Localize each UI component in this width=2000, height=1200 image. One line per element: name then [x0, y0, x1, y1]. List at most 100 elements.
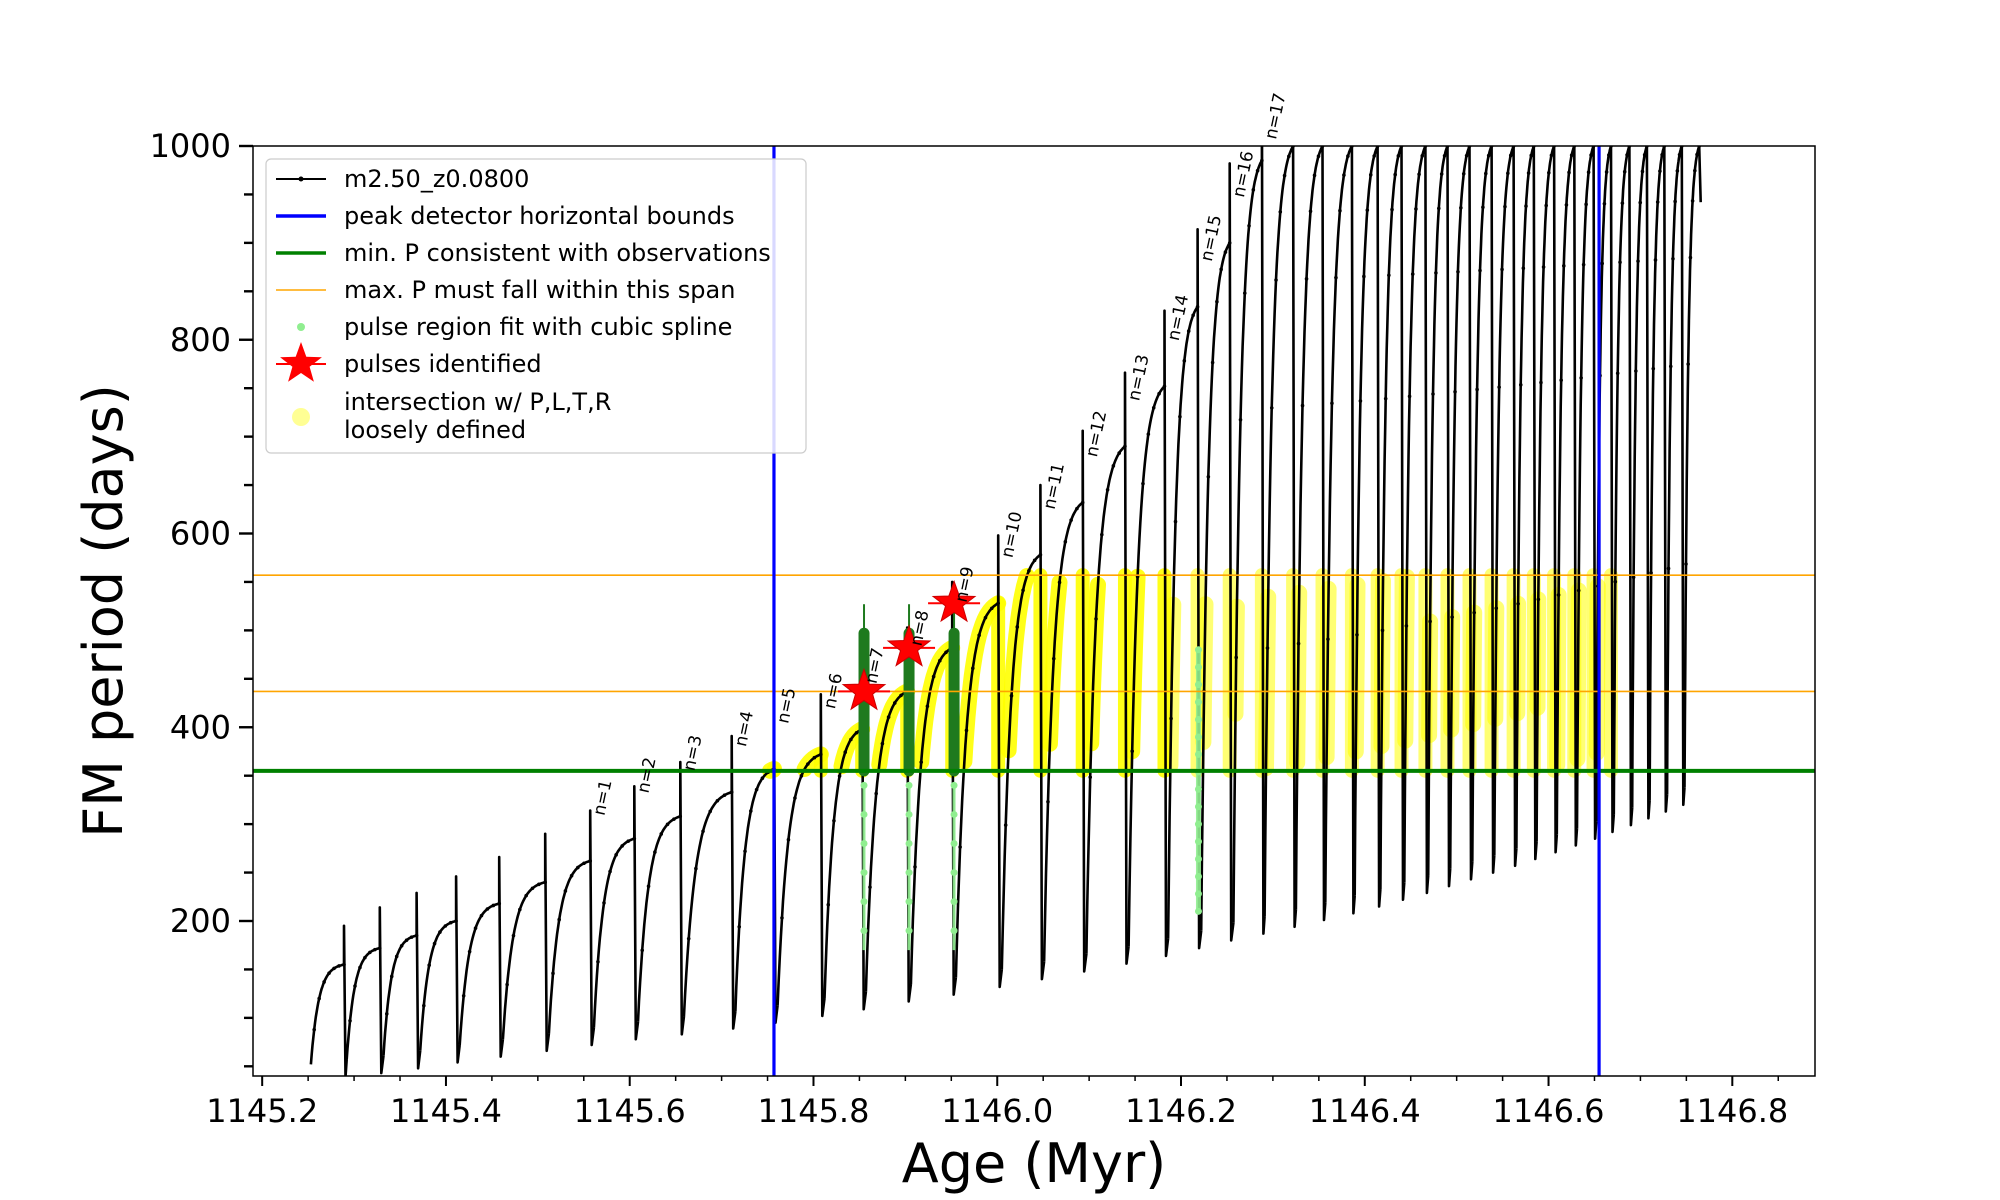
track-pulse — [1403, 146, 1430, 895]
track-point — [1362, 274, 1366, 279]
track-point — [780, 916, 784, 920]
legend-label: pulse region fit with cubic spline — [344, 313, 732, 341]
track-point — [479, 913, 484, 918]
track-point — [1688, 255, 1693, 260]
track-point — [317, 996, 321, 1001]
track-point — [1475, 387, 1479, 392]
track-pulse — [1353, 146, 1382, 908]
track-point — [530, 886, 535, 891]
y-axis-title: FM period (days) — [72, 384, 135, 838]
track-point — [363, 955, 367, 960]
track-point — [443, 924, 448, 928]
track-point — [569, 873, 574, 878]
track-point — [880, 741, 885, 746]
track-point — [1613, 579, 1618, 584]
spline-fit-point — [1194, 750, 1202, 758]
track-point — [701, 829, 705, 834]
track-pulse — [909, 580, 958, 996]
track-point — [1278, 210, 1283, 214]
x-tick-label: 1145.8 — [757, 1092, 869, 1130]
track-point — [1442, 153, 1447, 158]
track-point — [1569, 153, 1574, 158]
spline-fit-point — [950, 898, 958, 906]
track-pulse — [954, 534, 1004, 989]
track-point — [1223, 250, 1228, 254]
track-point — [729, 790, 734, 794]
track-point — [312, 1027, 316, 1032]
plot-frame — [252, 145, 1816, 1077]
track-point — [983, 615, 988, 620]
spline-fit-point — [1194, 785, 1202, 793]
track-point — [620, 844, 624, 848]
track-pulse — [1085, 371, 1130, 965]
track-point — [461, 993, 466, 998]
track-point — [432, 941, 437, 946]
track-point — [1456, 269, 1460, 274]
plot-layer — [253, 146, 1815, 1076]
track-pulse — [1042, 429, 1088, 973]
track-pulse — [1324, 146, 1356, 915]
track-point — [409, 935, 414, 939]
spline-fit-point — [860, 869, 868, 877]
track-point — [1251, 188, 1256, 192]
track-point — [1151, 405, 1156, 410]
spline-fit-point — [905, 840, 913, 847]
spline-fit-point — [950, 927, 958, 935]
track-point — [342, 962, 346, 967]
legend-label: pulses identified — [344, 350, 542, 378]
track-point — [1308, 209, 1313, 214]
spline-fit-point — [950, 869, 958, 877]
track-point — [563, 889, 568, 893]
spline-fit-point — [860, 840, 868, 847]
track-point — [511, 933, 516, 938]
track-point — [1069, 518, 1073, 522]
spline-fit-point — [1194, 907, 1202, 915]
track-point — [353, 984, 357, 988]
track-point — [1247, 223, 1251, 228]
track-point — [576, 865, 580, 870]
track-pulse — [1379, 146, 1406, 901]
spline-fit-point — [1194, 681, 1202, 689]
spline-fit-point — [1194, 698, 1202, 706]
track-point — [1559, 378, 1563, 383]
track-point — [640, 948, 645, 953]
track-point — [337, 964, 341, 968]
track-point — [1481, 205, 1485, 210]
track-point — [754, 787, 759, 792]
track-point — [653, 850, 657, 854]
x-tick-label: 1145.4 — [390, 1092, 502, 1130]
track-point — [1675, 169, 1680, 173]
spline-fit-point — [905, 810, 913, 818]
track-point — [1503, 204, 1507, 209]
track-point — [1677, 152, 1682, 157]
track-point — [427, 963, 431, 967]
track-point — [944, 650, 948, 655]
track-point — [1215, 299, 1219, 304]
track-point — [1684, 562, 1688, 566]
track-point — [1640, 169, 1645, 174]
track-point — [1636, 259, 1640, 263]
track-pulse — [1493, 146, 1518, 868]
legend-label: max. P must fall within this span — [344, 276, 735, 304]
track-point — [1690, 199, 1695, 203]
track-point — [1521, 266, 1526, 270]
track-point — [1431, 392, 1435, 396]
track-point — [1242, 291, 1247, 295]
legend-box — [265, 158, 807, 454]
track-point — [958, 845, 962, 849]
track-point — [1576, 588, 1581, 593]
spline-fit-point — [905, 898, 913, 906]
track-point — [1567, 170, 1571, 175]
spline-fit-point — [950, 840, 958, 847]
track-point — [1105, 487, 1110, 492]
spline-fit-point — [950, 810, 958, 818]
spline-fit-point — [950, 781, 958, 789]
track-pulse — [1232, 146, 1266, 935]
y-tick-label: 200 — [170, 902, 231, 940]
track-point — [886, 715, 891, 719]
track-point — [1518, 383, 1523, 387]
track-point — [1051, 656, 1056, 661]
track-point — [1410, 272, 1415, 276]
spline-fit-point — [1194, 838, 1202, 846]
